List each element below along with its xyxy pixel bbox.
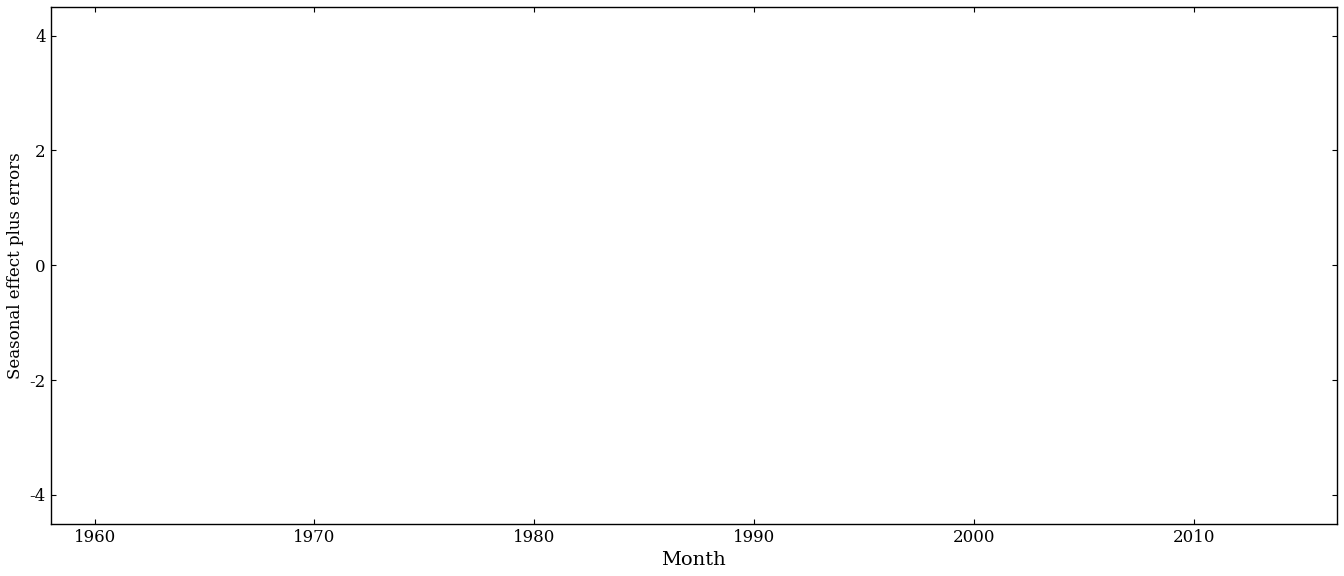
Y-axis label: Seasonal effect plus errors: Seasonal effect plus errors	[7, 152, 24, 378]
X-axis label: Month: Month	[661, 551, 726, 569]
